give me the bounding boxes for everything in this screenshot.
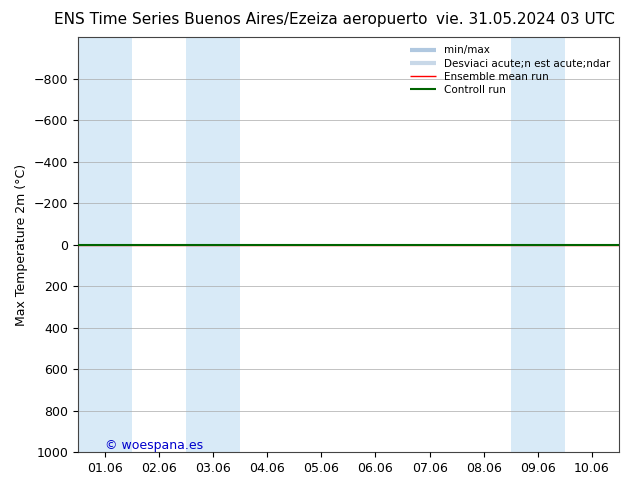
Bar xyxy=(186,37,240,452)
Text: vie. 31.05.2024 03 UTC: vie. 31.05.2024 03 UTC xyxy=(436,12,615,27)
Bar xyxy=(78,37,132,452)
Bar xyxy=(619,37,634,452)
Text: ENS Time Series Buenos Aires/Ezeiza aeropuerto: ENS Time Series Buenos Aires/Ezeiza aero… xyxy=(54,12,428,27)
Bar xyxy=(511,37,565,452)
Legend: min/max, Desviaci acute;n est acute;ndar, Ensemble mean run, Controll run: min/max, Desviaci acute;n est acute;ndar… xyxy=(407,42,614,98)
Text: © woespana.es: © woespana.es xyxy=(105,439,204,452)
Y-axis label: Max Temperature 2m (°C): Max Temperature 2m (°C) xyxy=(15,164,28,326)
